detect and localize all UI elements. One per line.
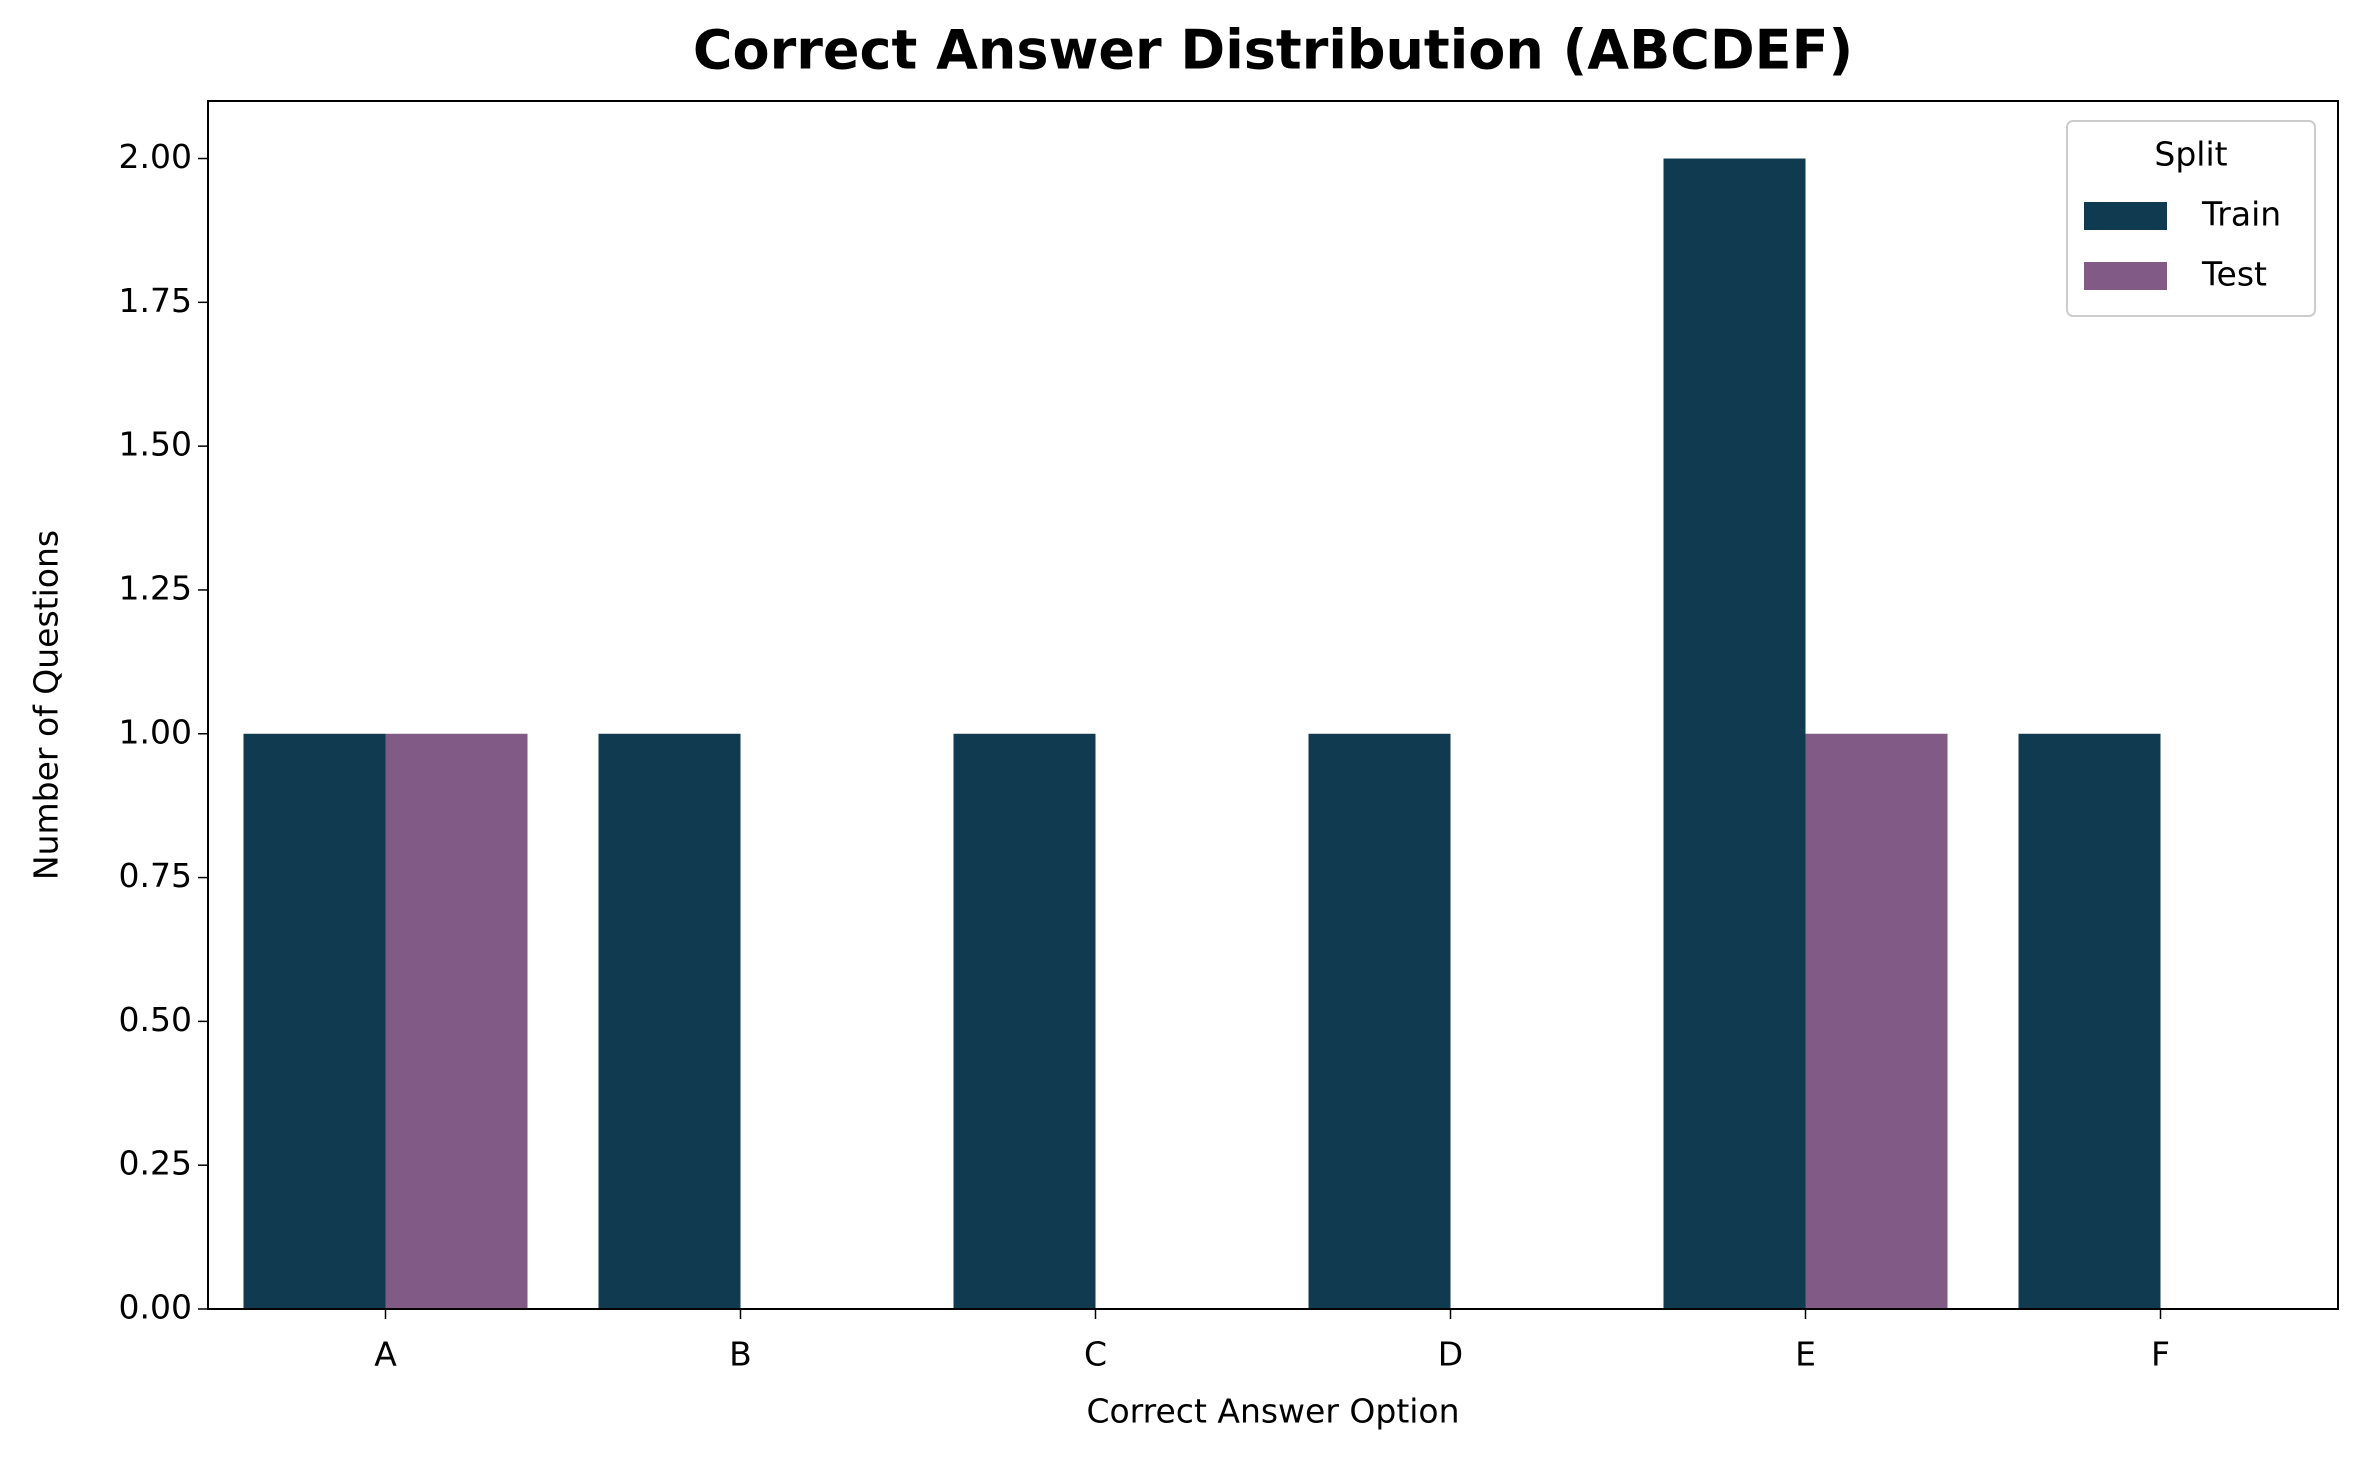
x-tick-label: F <box>2151 1335 2170 1374</box>
chart-title: Correct Answer Distribution (ABCDEF) <box>693 19 1853 82</box>
x-tick-label: B <box>729 1335 752 1374</box>
x-tick-label: E <box>1795 1335 1816 1374</box>
bar <box>1805 733 1948 1309</box>
y-tick-label: 1.25 <box>119 568 192 607</box>
x-tick-label: D <box>1438 1335 1463 1374</box>
bar <box>385 733 528 1309</box>
y-tick-label: 0.75 <box>119 856 192 895</box>
y-axis-label: Number of Questions <box>27 530 66 880</box>
y-tick-label: 1.00 <box>119 712 192 751</box>
bar <box>1308 733 1451 1309</box>
x-axis-label: Correct Answer Option <box>1086 1392 1459 1431</box>
y-tick-label: 0.00 <box>119 1288 192 1327</box>
y-tick-label: 0.50 <box>119 1000 192 1039</box>
bar <box>598 733 741 1309</box>
bar <box>2018 733 2161 1309</box>
plot-frame <box>207 100 2339 1310</box>
y-tick-label: 2.00 <box>119 137 192 176</box>
x-tick-label: A <box>374 1335 397 1374</box>
x-tick-label: C <box>1084 1335 1107 1374</box>
y-tick-label: 0.25 <box>119 1144 192 1183</box>
y-tick-label: 1.75 <box>119 281 192 320</box>
bar <box>1663 158 1806 1309</box>
legend-title: Split <box>2154 135 2227 174</box>
legend-swatch <box>2084 262 2167 290</box>
legend-swatch <box>2084 202 2167 230</box>
bar <box>953 733 1096 1309</box>
legend-label: Test <box>2201 255 2267 294</box>
legend-label: Train <box>2201 195 2281 234</box>
y-tick-label: 1.50 <box>119 425 192 464</box>
bar <box>243 733 386 1309</box>
